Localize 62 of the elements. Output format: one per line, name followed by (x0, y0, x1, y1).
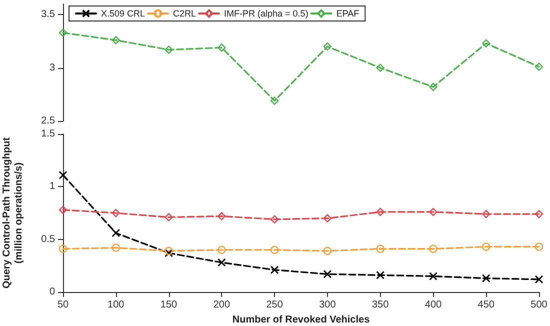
point (58, 244, 68, 253)
point (270, 246, 279, 254)
x-tick-label: 300 (319, 300, 336, 310)
point (376, 64, 384, 72)
point (534, 275, 544, 284)
point (534, 210, 544, 218)
point (58, 206, 68, 214)
point (482, 39, 490, 48)
point (482, 210, 490, 218)
x-tick-label: 400 (424, 300, 442, 310)
legend-label: EPAF (336, 8, 360, 18)
point (323, 246, 332, 256)
legend-label: X.509 CRL (101, 8, 146, 18)
point (323, 270, 332, 278)
x-tick-label: 450 (478, 300, 495, 310)
point (112, 228, 120, 238)
point (112, 208, 120, 218)
x-tick-label: 200 (213, 300, 230, 310)
x-tick-label: 250 (266, 300, 284, 310)
point (217, 258, 226, 267)
point (376, 270, 385, 280)
point (58, 170, 68, 180)
point (270, 215, 279, 224)
point (482, 242, 490, 251)
point (270, 96, 279, 105)
legend-label: IMF-PR (alpha = 0.5) (224, 8, 308, 18)
point (376, 244, 384, 253)
point (218, 44, 226, 52)
point (164, 248, 173, 258)
x-tick-label: 500 (530, 300, 548, 310)
point (429, 82, 438, 92)
x-tick-label: 350 (372, 300, 390, 310)
y-tick-label: 0.5 (41, 234, 56, 245)
y-tick-label: 2.5 (41, 116, 56, 126)
point (218, 246, 226, 254)
point (376, 208, 384, 216)
point (429, 272, 438, 280)
x-tick-label: 150 (160, 300, 178, 310)
y-tick-label: 1 (49, 181, 56, 192)
point (482, 274, 490, 283)
y-tick-label: 3.5 (41, 9, 56, 20)
point (323, 214, 332, 222)
point (112, 36, 120, 44)
y-axis-title: Query Control-Path Throughput (million operations/s) (2, 136, 24, 289)
point (164, 46, 173, 54)
point (429, 244, 438, 253)
point (164, 213, 173, 222)
point (218, 212, 226, 220)
legend-label: C2RL (173, 8, 196, 18)
point (534, 242, 544, 251)
y-tick-label: 3 (49, 62, 56, 74)
point (534, 62, 544, 71)
x-axis-title: Number of Revoked Vehicles (232, 314, 370, 326)
x-tick-label: 100 (108, 300, 125, 310)
point (429, 208, 438, 216)
point (58, 28, 68, 37)
x-tick-label: 50 (57, 300, 69, 310)
point (270, 266, 279, 274)
y-tick-label: 1.5 (41, 128, 56, 140)
point (323, 42, 332, 51)
y-tick-label: 0 (49, 286, 56, 298)
point (112, 244, 120, 252)
